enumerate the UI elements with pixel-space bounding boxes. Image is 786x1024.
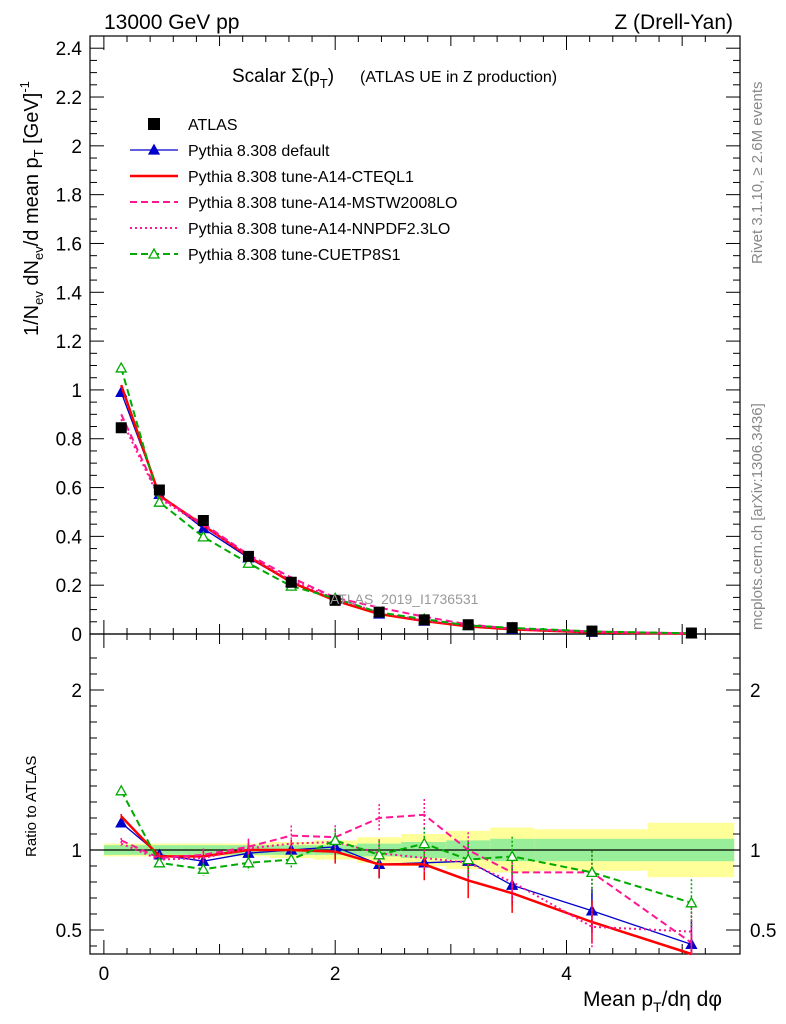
main-ytick-label: 0	[71, 625, 82, 646]
series-marker	[685, 896, 698, 908]
main-ytick-label: 0.6	[56, 479, 82, 500]
main-ytick-label: 0.8	[56, 430, 82, 451]
series-marker	[147, 143, 161, 155]
legend: ATLAS Pythia 8.308 default Pythia 8.308 tu…	[130, 117, 457, 264]
legend-label: Pythia 8.308 tune-A14-NNPDF2.3LO	[188, 221, 450, 238]
main-ylabel: 1/Nev dNev/d mean pT [GeV]-1	[17, 81, 46, 336]
series-marker	[153, 856, 166, 868]
series-marker	[418, 837, 431, 849]
main-series	[115, 361, 698, 639]
main-ytick-label: 1.8	[56, 186, 82, 207]
ratio-ytick-label: 1	[71, 841, 82, 862]
series-marker	[115, 784, 128, 796]
main-ytick-label: 1.6	[56, 234, 82, 255]
data-point	[285, 576, 297, 588]
main-series-line	[120, 418, 692, 635]
data-point	[462, 619, 474, 631]
data-point	[115, 422, 127, 434]
main-series-line	[120, 367, 692, 635]
series-marker	[506, 850, 519, 862]
series-marker	[197, 862, 210, 874]
series-marker	[242, 856, 255, 868]
series-marker	[329, 834, 342, 846]
legend-label: ATLAS	[188, 117, 238, 134]
series-marker	[115, 816, 128, 828]
data-point	[685, 627, 697, 639]
data-point	[586, 625, 598, 637]
ratio-uncertainty-bands	[90, 822, 740, 878]
xlabel: Mean pT/dη dφ	[583, 988, 722, 1015]
legend-label: Pythia 8.308 tune-A14-CTEQL1	[188, 169, 414, 186]
ratio-series	[115, 784, 698, 956]
legend-label: Pythia 8.308 default	[188, 143, 330, 160]
ratio-ytick-label-right: 1	[750, 841, 761, 862]
series-marker	[153, 495, 166, 507]
data-point	[506, 622, 518, 634]
series-marker	[462, 853, 475, 865]
process-label: Z (Drell-Yan)	[614, 11, 733, 34]
main-series-line	[120, 413, 692, 635]
series-marker	[242, 556, 255, 568]
main-ytick-label: 0.4	[56, 527, 83, 548]
mcplots-label: mcplots.cern.ch [arXiv:1306.3436]	[749, 403, 766, 630]
data-point	[197, 515, 209, 527]
chart-title-note: (ATLAS UE in Z production)	[360, 69, 557, 86]
data-point	[329, 594, 341, 606]
ratio-series-line	[120, 813, 693, 944]
ratio-ytick-label-right: 0.5	[750, 921, 776, 942]
ratio-axes: 0.5 0.5 1 1 2 2	[56, 657, 776, 947]
main-ytick-label: 2.2	[56, 88, 82, 109]
chart-title: Scalar Σ(pT)	[232, 66, 334, 91]
main-ytick-label: 2.4	[56, 39, 83, 60]
main-ytick-label: 1.4	[56, 283, 83, 304]
data-point	[242, 550, 254, 562]
ratio-series-line	[120, 815, 692, 956]
series-marker	[147, 247, 161, 259]
analysis-label: ATLAS_2019_I1736531	[330, 591, 479, 607]
data-point	[148, 118, 160, 130]
series-marker	[373, 848, 386, 860]
main-ytick-label: 2	[71, 137, 82, 158]
data-point	[373, 606, 385, 618]
main-ytick-label: 1	[71, 381, 82, 402]
rivet-label: Rivet 3.1.10, ≥ 2.6M events	[749, 82, 766, 265]
ratio-ylabel: Ratio to ATLAS	[23, 756, 40, 857]
series-marker	[285, 853, 298, 865]
series-marker	[115, 361, 128, 373]
ratio-series-line	[120, 840, 692, 933]
series-marker	[197, 530, 210, 542]
xtick-label: 2	[330, 964, 341, 985]
legend-label: Pythia 8.308 tune-CUETP8S1	[188, 247, 401, 264]
main-axes: 0 0.2 0.4 0.6 0.8 1 1.2 1.4 1.6 1.8 2 2.2 2.4 0 2 4	[56, 35, 740, 985]
legend-label: Pythia 8.308 tune-A14-MSTW2008LO	[188, 195, 457, 212]
ratio-panel-frame	[89, 633, 741, 955]
ratio-ytick-label-right: 2	[750, 681, 761, 702]
xtick-label: 0	[99, 964, 110, 985]
data-point	[153, 484, 165, 496]
ratio-ytick-label: 0.5	[56, 921, 82, 942]
data-point	[418, 614, 430, 626]
main-ytick-label: 1.2	[56, 332, 82, 353]
xtick-label: 4	[561, 964, 572, 985]
series-marker	[585, 866, 599, 878]
main-ytick-label: 0.2	[56, 576, 82, 597]
ratio-ytick-label: 2	[71, 681, 82, 702]
energy-label: 13000 GeV pp	[104, 11, 239, 34]
